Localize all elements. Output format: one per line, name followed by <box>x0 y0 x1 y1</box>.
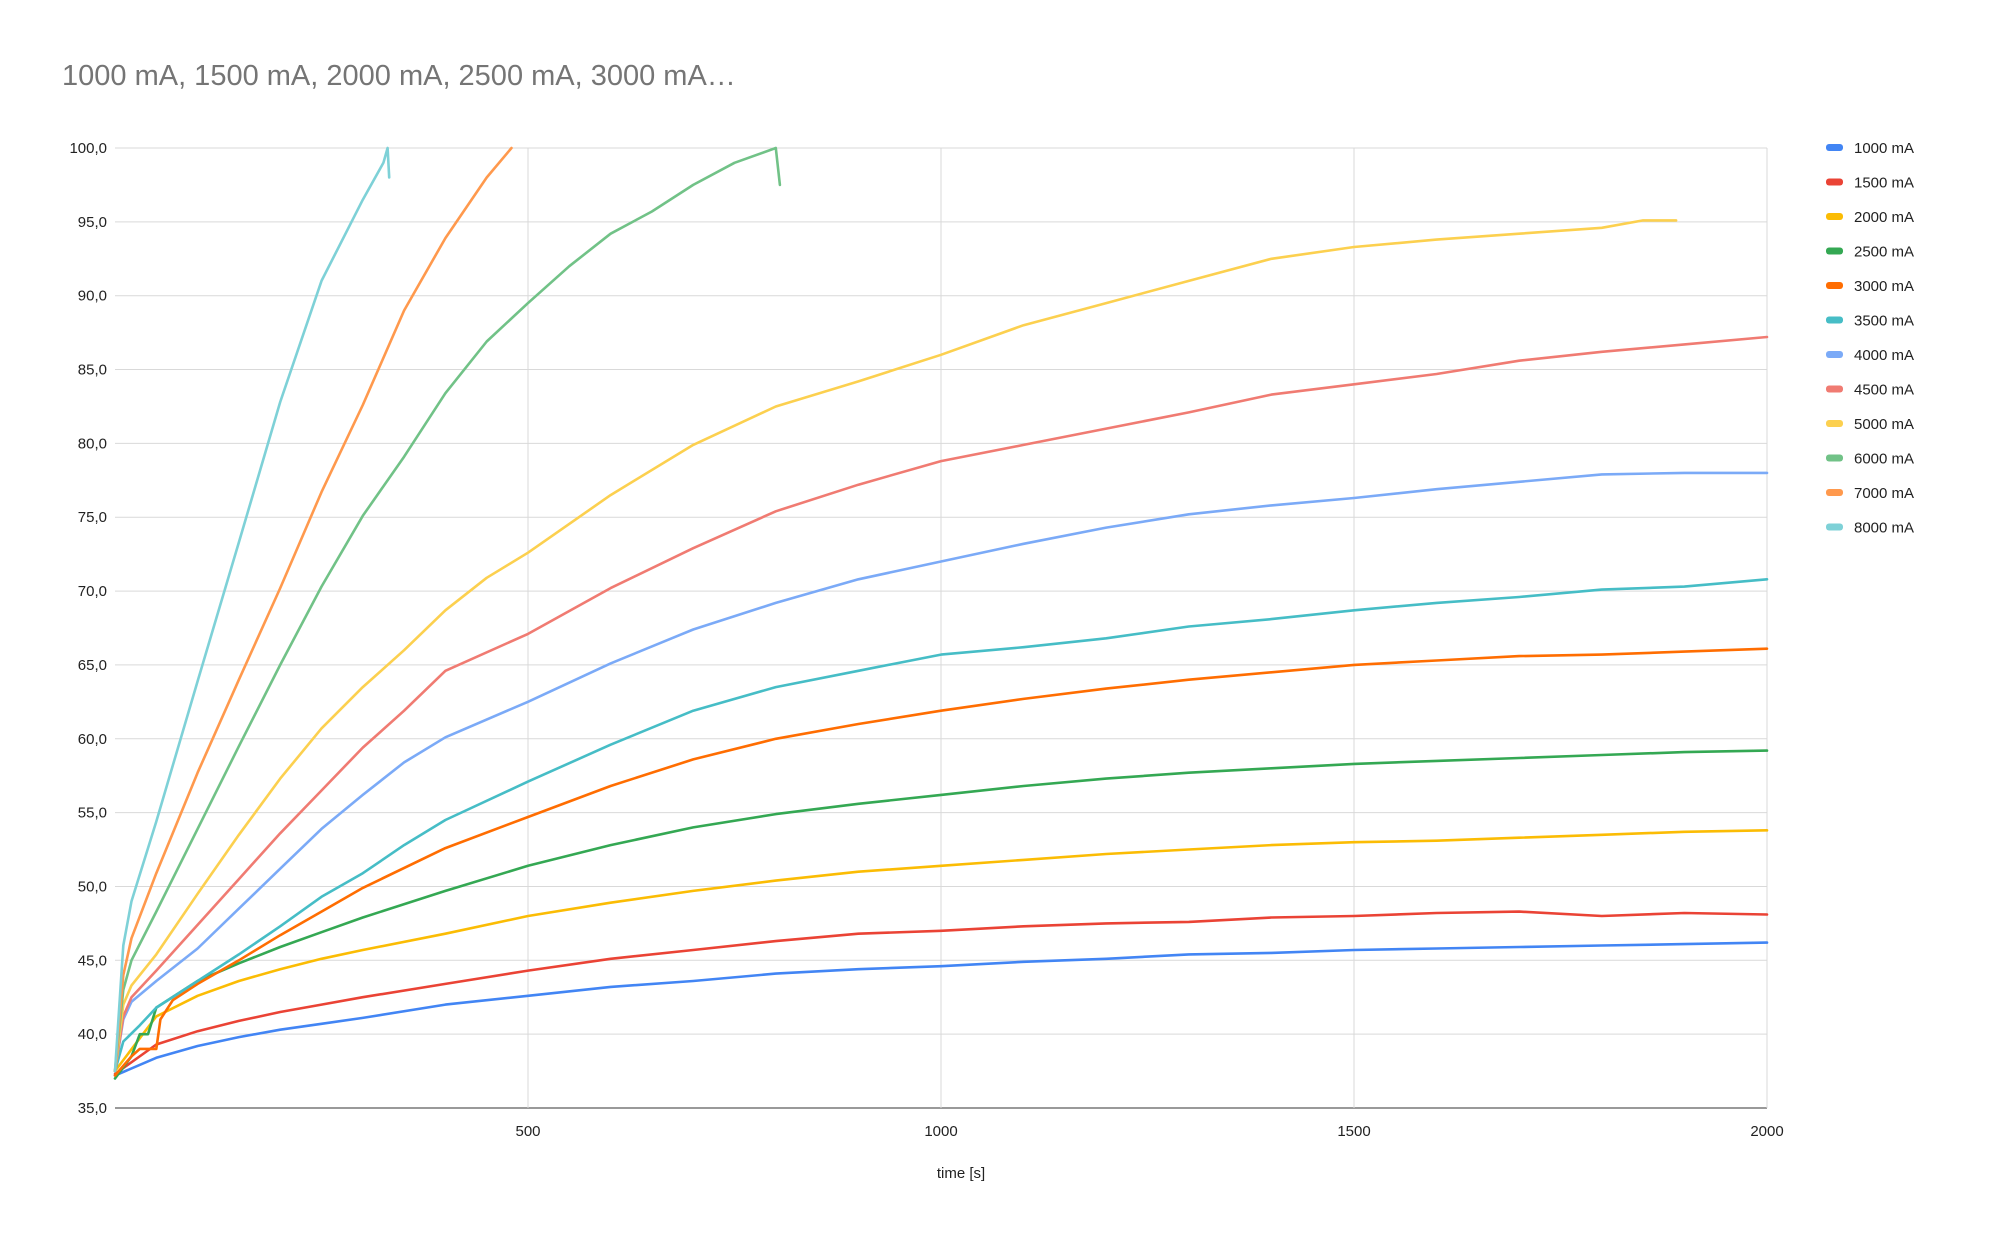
x-tick-label: 2000 <box>1750 1123 1783 1140</box>
series-line <box>113 335 1769 1073</box>
chart-title: 1000 mA, 1500 mA, 2000 mA, 2500 mA, 3000… <box>62 60 736 92</box>
legend-swatch <box>1826 351 1843 358</box>
y-tick-label: 60,0 <box>78 731 107 748</box>
series-line <box>113 146 513 1073</box>
series-line <box>113 647 1769 1077</box>
series-line <box>113 829 1769 1073</box>
legend-swatch <box>1826 454 1843 462</box>
y-tick-label: 70,0 <box>78 583 107 600</box>
y-tick-label: 90,0 <box>78 288 107 305</box>
x-tick-label: 1000 <box>924 1123 957 1140</box>
y-tick-label: 85,0 <box>78 362 107 379</box>
legend-label: 5000 mA <box>1854 416 1914 433</box>
legend-label: 7000 mA <box>1854 485 1914 502</box>
y-tick-label: 95,0 <box>78 214 107 231</box>
legend-label: 2000 mA <box>1854 209 1914 226</box>
legend-label: 3000 mA <box>1854 278 1914 295</box>
legend-swatch <box>1826 385 1843 393</box>
series-line <box>113 471 1769 1073</box>
y-tick-label: 55,0 <box>78 805 107 822</box>
legend: 1000 mA 1500 mA 2000 mA 2500 mA 3000 mA 3500 … <box>1826 140 1914 537</box>
y-tick-label: 45,0 <box>78 952 107 969</box>
x-axis-label: time [s] <box>937 1165 985 1182</box>
legend-label: 8000 mA <box>1854 520 1914 537</box>
legend-label: 4000 mA <box>1854 347 1914 364</box>
series-line <box>113 578 1769 1073</box>
legend-swatch <box>1826 489 1843 496</box>
series-line <box>113 146 782 1073</box>
legend-label: 3500 mA <box>1854 313 1914 330</box>
legend-swatch <box>1826 316 1843 324</box>
y-tick-label: 75,0 <box>78 509 107 526</box>
legend-label: 6000 mA <box>1854 451 1914 468</box>
y-tick-label: 35,0 <box>78 1100 107 1117</box>
y-tick-label: 50,0 <box>78 878 107 895</box>
x-tick-label: 500 <box>515 1123 540 1140</box>
legend-swatch <box>1826 144 1843 151</box>
legend-swatch <box>1826 247 1843 255</box>
legend-label: 4500 mA <box>1854 382 1914 399</box>
legend-label: 1500 mA <box>1854 175 1914 192</box>
legend-swatch <box>1826 178 1843 186</box>
y-tick-label: 100,0 <box>69 140 107 157</box>
legend-swatch <box>1826 523 1843 531</box>
series-line <box>113 219 1678 1073</box>
legend-swatch <box>1826 282 1843 289</box>
legend-label: 1000 mA <box>1854 140 1914 157</box>
series-line <box>113 910 1769 1076</box>
series-line <box>113 146 391 1073</box>
x-tick-label: 1500 <box>1337 1123 1370 1140</box>
legend-swatch <box>1826 213 1843 220</box>
legend-label: 2500 mA <box>1854 244 1914 261</box>
y-tick-label: 80,0 <box>78 435 107 452</box>
y-tick-label: 40,0 <box>78 1026 107 1043</box>
legend-swatch <box>1826 420 1843 427</box>
series-line <box>113 941 1769 1077</box>
y-tick-label: 65,0 <box>78 657 107 674</box>
